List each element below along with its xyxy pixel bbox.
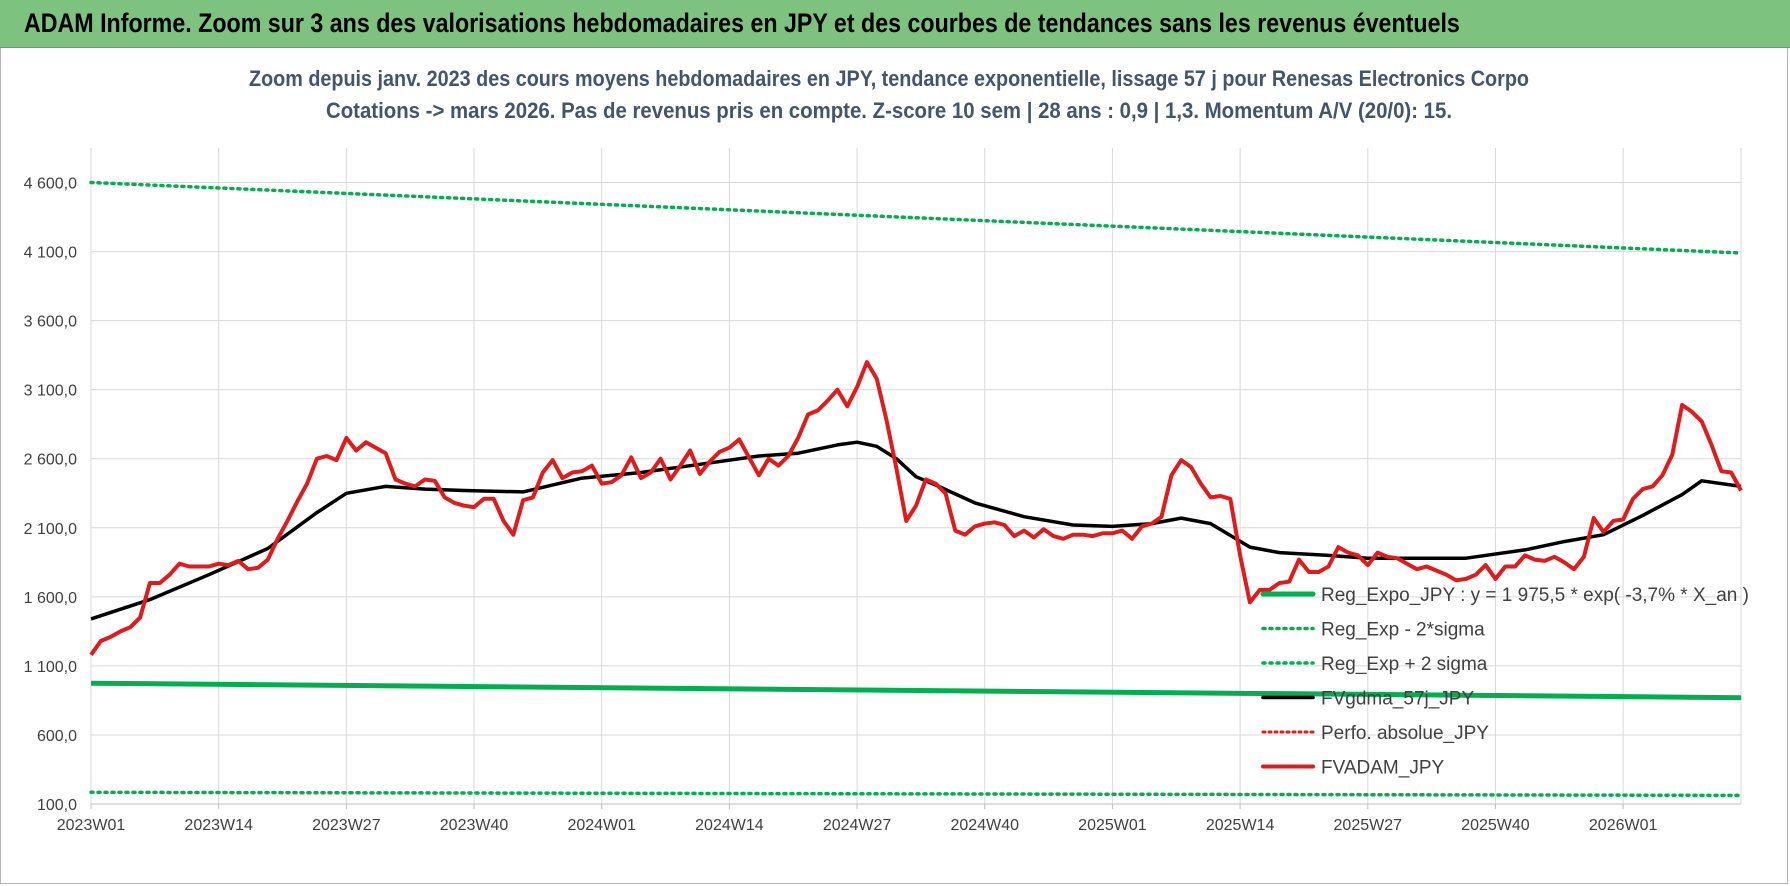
report-title: ADAM Informe. Zoom sur 3 ans des valoris… [24, 8, 1460, 38]
plot-area [89, 180, 1743, 798]
y-tick-label: 3 600,0 [24, 314, 77, 331]
y-axis: 100,0 600,0 1 100,0 1 600,0 2 100,0 2 600,0 3 … [24, 176, 77, 814]
legend-label: FVADAM_JPY [1321, 758, 1445, 779]
legend-label: Reg_Exp - 2*sigma [1321, 620, 1485, 641]
legend-label: Perfo. absolue_JPY [1321, 723, 1489, 744]
y-tick-label: 4 100,0 [24, 245, 77, 262]
chart-title: Zoom depuis janv. 2023 des cours moyens … [249, 66, 1529, 91]
x-tick-label: 2024W01 [567, 817, 636, 834]
y-tick-label: 1 100,0 [24, 659, 77, 676]
x-tick-label: 2025W27 [1334, 817, 1403, 834]
y-tick-label: 600,0 [37, 728, 77, 745]
series-line-reg-sigma [89, 790, 1743, 798]
series-line-fvadam [89, 360, 1743, 656]
x-axis: 2023W01 2023W14 2023W27 2023W40 2024W01 2024W… [57, 803, 1741, 834]
x-tick-label: 2024W27 [823, 817, 892, 834]
line-chart: Zoom depuis janv. 2023 des cours moyens … [24, 66, 1749, 834]
y-tick-label: 4 600,0 [24, 176, 77, 193]
y-tick-label: 100,0 [37, 797, 77, 814]
y-tick-label: 1 600,0 [24, 590, 77, 607]
x-tick-label: 2025W01 [1078, 817, 1147, 834]
x-tick-label: 2023W14 [184, 817, 253, 834]
series-line-reg-sigma [89, 180, 1743, 255]
chart-subtitle: Cotations -> mars 2026. Pas de revenus p… [326, 98, 1452, 123]
legend-label: Reg_Exp + 2 sigma [1321, 654, 1488, 675]
y-tick-label: 2 600,0 [24, 452, 77, 469]
legend-label: FVgdma_57j_JPY [1321, 689, 1474, 710]
x-tick-label: 2023W40 [440, 817, 509, 834]
x-tick-label: 2024W40 [951, 817, 1020, 834]
legend: Reg_Expo_JPY : y = 1 975,5 * exp( -3,7% … [1260, 585, 1749, 779]
y-tick-label: 2 100,0 [24, 521, 77, 538]
report-banner: ADAM Informe. Zoom sur 3 ans des valoris… [0, 0, 1790, 48]
x-tick-label: 2026W01 [1589, 817, 1658, 834]
y-tick-label: 3 100,0 [24, 383, 77, 400]
legend-label: Reg_Expo_JPY : y = 1 975,5 * exp( -3,7% … [1321, 585, 1749, 606]
chart-frame: Zoom depuis janv. 2023 des cours moyens … [0, 48, 1788, 884]
x-tick-label: 2023W27 [312, 817, 381, 834]
x-tick-label: 2025W14 [1206, 817, 1275, 834]
x-tick-label: 2025W40 [1461, 817, 1530, 834]
x-tick-label: 2023W01 [57, 817, 126, 834]
series-line-reg-expo [90, 680, 1742, 701]
x-tick-label: 2024W14 [695, 817, 764, 834]
